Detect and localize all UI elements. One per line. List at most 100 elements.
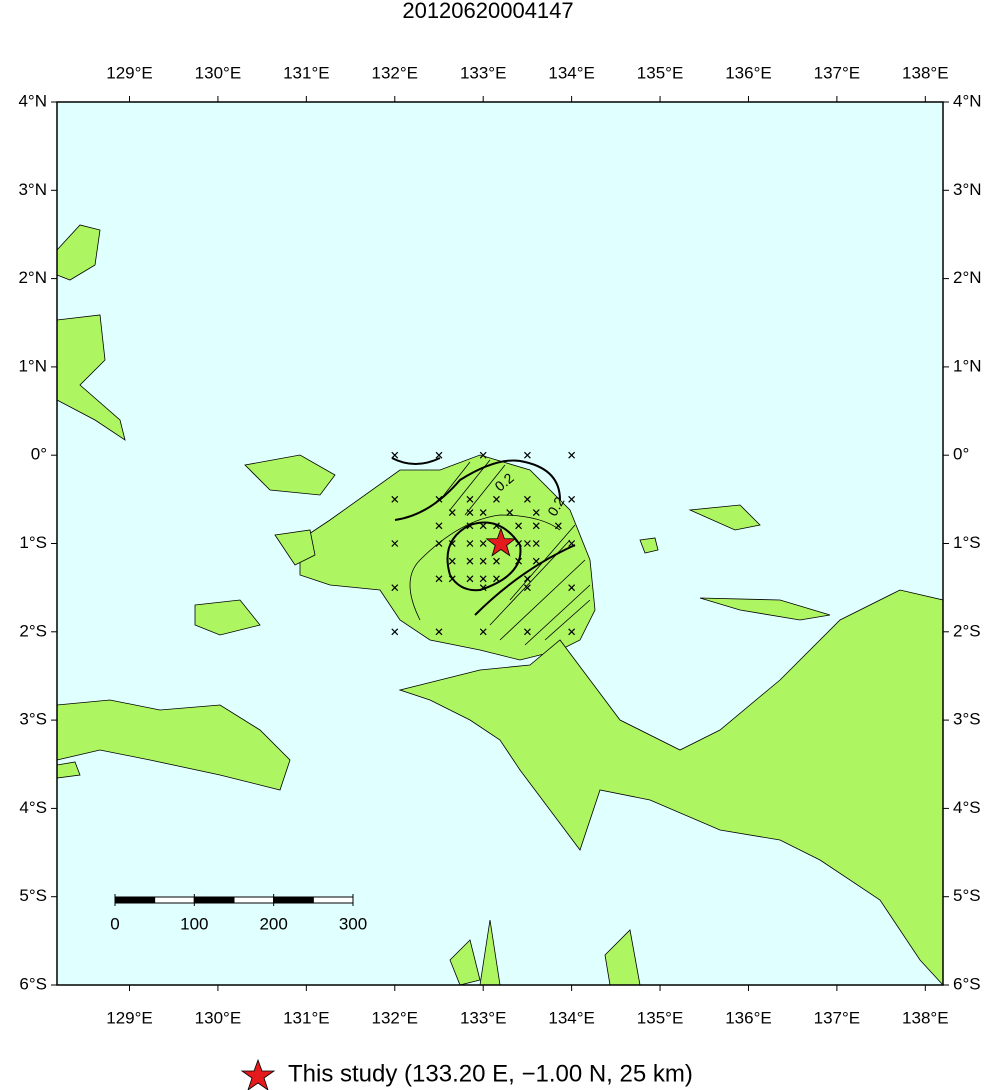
lon-tick-label: 138°E [902, 1008, 949, 1027]
lat-tick-label: 3°N [18, 180, 47, 199]
lon-tick-label: 135°E [637, 63, 684, 82]
lat-tick-label: 2°N [18, 268, 47, 287]
lat-tick-label: 3°N [953, 180, 982, 199]
grid-point [568, 495, 576, 503]
scale-segment [273, 896, 314, 904]
grid-point [493, 557, 500, 565]
epicenter [485, 527, 517, 557]
grid-point [554, 522, 562, 530]
grid-point [493, 522, 500, 530]
grid-point [479, 557, 487, 565]
grid-point [391, 584, 399, 592]
grid-point [435, 540, 443, 547]
grid-point [493, 575, 500, 583]
legend-label: This study (133.20 E, −1.00 N, 25 km) [288, 1060, 693, 1087]
grid-point [391, 495, 399, 503]
lon-tick-label: 135°E [637, 1008, 684, 1027]
lat-tick-label: 1°S [953, 533, 981, 552]
lon-tick-label: 133°E [460, 63, 507, 82]
grid-point [448, 575, 456, 583]
lat-tick-label: 4°N [953, 91, 982, 110]
grid-point [568, 584, 576, 592]
grid-point [515, 557, 522, 565]
grid-point [523, 451, 531, 459]
scale-segment [154, 896, 195, 904]
contours [391, 457, 591, 646]
lon-tick-label: 132°E [372, 63, 419, 82]
lon-tick-label: 133°E [460, 1008, 507, 1027]
lon-tick-label: 130°E [195, 1008, 242, 1027]
lat-tick-label: 0° [953, 445, 969, 464]
lon-tick-label: 134°E [548, 63, 595, 82]
scale-label: 0 [110, 914, 119, 933]
scale-segment [233, 896, 275, 904]
grid-point [391, 451, 399, 459]
grid-point [523, 575, 531, 583]
grid-point [515, 540, 522, 547]
grid-point [435, 495, 443, 503]
lon-tick-label: 131°E [283, 63, 330, 82]
scale-segment [114, 896, 156, 904]
grid-point [479, 522, 487, 530]
grid-point [479, 575, 487, 583]
lon-tick-label: 129°E [106, 63, 153, 82]
grid-point [523, 540, 531, 547]
lat-tick-label: 4°N [18, 91, 47, 110]
legend-star [240, 1058, 276, 1090]
grid-point [506, 509, 514, 517]
grid-points [391, 451, 576, 636]
lat-tick-label: 3°S [953, 710, 981, 729]
lon-tick-label: 129°E [106, 1008, 153, 1027]
grid-point [523, 495, 531, 503]
grid-point [448, 540, 456, 547]
coastlines [56, 224, 944, 987]
grid-point [568, 628, 576, 636]
grid-point [448, 557, 456, 565]
lon-tick-label: 137°E [814, 63, 861, 82]
grid-point [466, 575, 474, 583]
lon-tick-label: 137°E [814, 1008, 861, 1027]
grid-point [448, 509, 456, 517]
lon-tick-label: 136°E [725, 1008, 772, 1027]
grid-point [435, 575, 443, 583]
lat-tick-label: 5°S [19, 886, 47, 905]
scale-segment [312, 896, 354, 904]
lat-tick-label: 2°S [19, 621, 47, 640]
grid-point [466, 557, 474, 565]
lat-tick-label: 0° [31, 445, 47, 464]
grid-point [532, 540, 540, 547]
grid-point [466, 522, 474, 530]
grid-point [479, 509, 487, 517]
grid-point [523, 628, 531, 636]
grid-point [479, 628, 487, 636]
lat-tick-label: 2°N [953, 268, 982, 287]
grid-point [435, 451, 443, 459]
lon-tick-label: 130°E [195, 63, 242, 82]
grid-point [532, 522, 540, 530]
grid-point [532, 509, 540, 517]
grid-point [466, 540, 474, 547]
lat-tick-label: 3°S [19, 710, 47, 729]
grid-point [479, 451, 487, 459]
scale-label: 200 [259, 914, 287, 933]
grid-point [435, 628, 443, 636]
lon-tick-label: 136°E [725, 63, 772, 82]
grid-point [435, 522, 443, 530]
grid-point [466, 509, 474, 517]
lat-tick-label: 5°S [953, 886, 981, 905]
grid-point [466, 495, 474, 503]
lon-tick-label: 132°E [372, 1008, 419, 1027]
lat-tick-label: 6°S [19, 974, 47, 993]
grid-point [479, 540, 487, 547]
lat-tick-label: 1°N [953, 356, 982, 375]
lon-tick-label: 138°E [902, 63, 949, 82]
grid-point [479, 584, 487, 592]
grid-point [568, 540, 576, 547]
lat-tick-label: 2°S [953, 621, 981, 640]
scale-label: 300 [339, 914, 367, 933]
grid-point [532, 557, 540, 565]
lat-tick-label: 1°N [18, 356, 47, 375]
lat-tick-label: 4°S [953, 798, 981, 817]
grid-point [515, 522, 522, 530]
